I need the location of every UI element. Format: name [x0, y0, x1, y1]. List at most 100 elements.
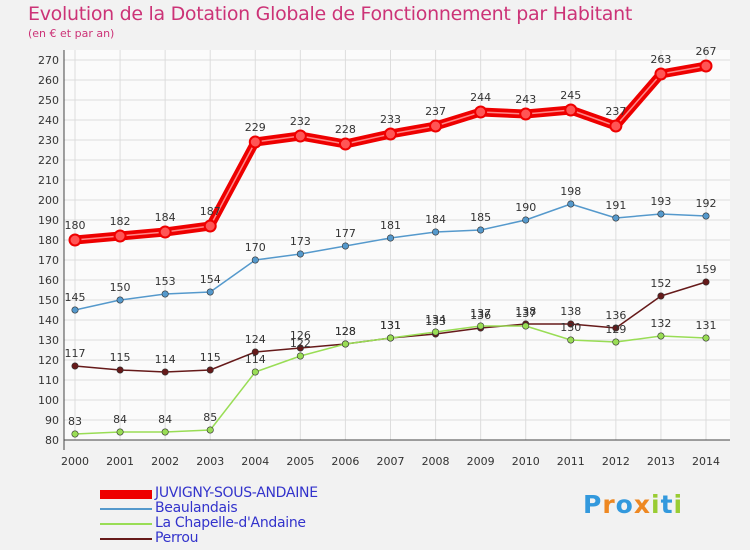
data-point [612, 214, 620, 222]
data-label: 128 [335, 325, 356, 338]
data-label: 134 [425, 313, 446, 326]
data-label: 245 [560, 89, 581, 102]
data-point [612, 324, 620, 332]
x-tick-label: 2007 [377, 455, 405, 468]
data-point [203, 219, 217, 233]
logo-letter: i [673, 490, 684, 519]
x-tick-label: 2001 [106, 455, 134, 468]
data-point [477, 226, 485, 234]
legend-swatch [100, 508, 152, 510]
y-tick-label: 160 [38, 274, 59, 287]
x-tick-label: 2006 [331, 455, 359, 468]
data-point [384, 127, 397, 141]
data-label: 180 [65, 219, 86, 232]
data-point [477, 322, 485, 330]
data-label: 243 [515, 93, 536, 106]
legend-label: JUVIGNY-SOUS-ANDAINE [155, 485, 318, 501]
y-tick-label: 220 [38, 154, 59, 167]
data-label: 263 [650, 53, 671, 66]
data-point [341, 340, 349, 348]
y-tick-label: 100 [38, 394, 59, 407]
data-point [206, 426, 214, 434]
y-tick-label: 120 [38, 354, 59, 367]
plot-area [64, 50, 730, 440]
data-point [474, 105, 488, 119]
y-tick-label: 180 [38, 234, 59, 247]
legend-label: Perrou [155, 530, 199, 546]
data-label: 138 [560, 305, 581, 318]
x-tick-label: 2004 [241, 455, 269, 468]
data-point [522, 322, 530, 330]
data-point [251, 256, 259, 264]
data-point [657, 210, 665, 218]
x-tick-label: 2003 [196, 455, 224, 468]
data-label: 170 [245, 241, 266, 254]
data-label: 136 [605, 309, 626, 322]
y-tick-label: 200 [38, 194, 59, 207]
data-point [609, 119, 623, 133]
data-point [251, 368, 259, 376]
x-tick-label: 2008 [422, 455, 450, 468]
data-label: 185 [470, 211, 491, 224]
logo-letter: r [602, 490, 616, 519]
y-tick-label: 210 [38, 174, 59, 187]
data-point [519, 107, 533, 121]
x-tick-label: 2014 [692, 455, 720, 468]
data-point [116, 428, 124, 436]
y-tick-label: 130 [38, 334, 59, 347]
data-label: 232 [290, 115, 311, 128]
data-label: 122 [290, 337, 311, 350]
data-label: 150 [110, 281, 131, 294]
x-tick-label: 2012 [602, 455, 630, 468]
data-label: 267 [696, 45, 717, 58]
data-label: 182 [110, 215, 131, 228]
logo-letter: t [660, 490, 674, 519]
data-point [432, 328, 440, 336]
data-label: 233 [380, 113, 401, 126]
y-tick-label: 190 [38, 214, 59, 227]
data-label: 138 [515, 305, 536, 318]
data-point [386, 234, 394, 242]
data-point [296, 250, 304, 258]
data-label: 229 [245, 121, 266, 134]
y-tick-label: 90 [45, 414, 59, 427]
data-label: 136 [470, 309, 491, 322]
data-point [71, 362, 79, 370]
x-tick-label: 2002 [151, 455, 179, 468]
data-point [296, 344, 304, 352]
data-point [161, 290, 169, 298]
data-label: 191 [605, 199, 626, 212]
data-label: 114 [155, 353, 176, 366]
data-point [161, 368, 169, 376]
data-point [702, 334, 710, 342]
data-label: 184 [425, 213, 446, 226]
x-tick-label: 2005 [286, 455, 314, 468]
data-point [702, 212, 710, 220]
data-label: 177 [335, 227, 356, 240]
data-label: 137 [515, 307, 536, 320]
y-tick-label: 80 [45, 434, 59, 447]
data-point [567, 336, 575, 344]
data-label: 145 [65, 291, 86, 304]
data-label: 244 [470, 91, 491, 104]
x-tick-label: 2009 [467, 455, 495, 468]
data-point [251, 348, 259, 356]
logo-letter: o [615, 490, 634, 519]
data-label: 153 [155, 275, 176, 288]
data-point [206, 288, 214, 296]
data-label: 115 [200, 351, 221, 364]
x-tick-label: 2013 [647, 455, 675, 468]
data-label: 84 [158, 413, 172, 426]
data-label: 114 [245, 353, 266, 366]
data-label: 131 [696, 319, 717, 332]
data-point [699, 59, 713, 73]
logo-letter: x [633, 490, 651, 519]
data-label: 198 [560, 185, 581, 198]
y-tick-label: 170 [38, 254, 59, 267]
data-label: 159 [696, 263, 717, 276]
data-point [116, 296, 124, 304]
data-label: 237 [605, 105, 626, 118]
legend-swatch [100, 523, 152, 525]
data-label: 133 [425, 315, 446, 328]
